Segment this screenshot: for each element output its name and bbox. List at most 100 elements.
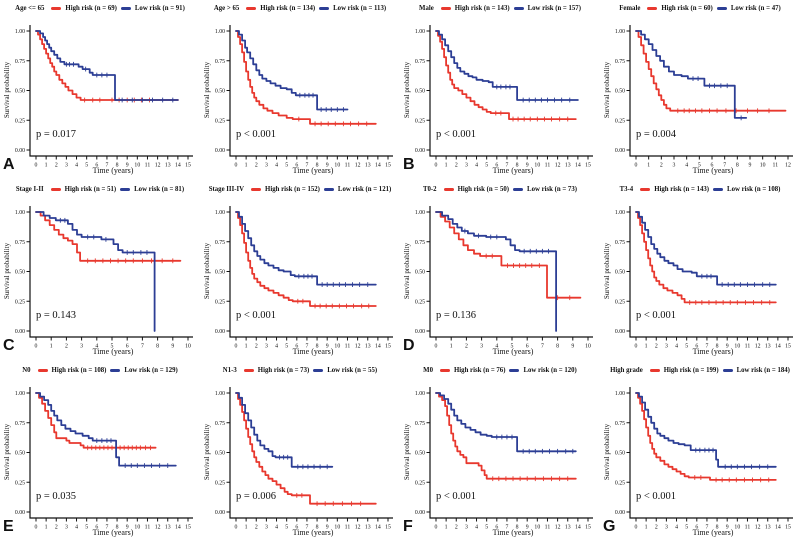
high-risk-dash-icon	[50, 188, 61, 191]
km-panel-male: Male High risk (n = 143) Low risk (n = 1…	[400, 0, 600, 181]
high-risk-dash-icon	[37, 369, 48, 372]
svg-text:12: 12	[555, 525, 561, 531]
panel-title: N0	[22, 367, 31, 374]
km-panel-female: Female High risk (n = 60) Low risk (n = …	[600, 0, 800, 181]
svg-text:5: 5	[698, 163, 701, 169]
svg-text:5: 5	[85, 163, 88, 169]
svg-text:12: 12	[355, 163, 361, 169]
svg-text:0: 0	[235, 163, 238, 169]
svg-text:4: 4	[475, 163, 478, 169]
low-risk-dash-icon	[313, 369, 324, 372]
svg-text:0.75: 0.75	[415, 240, 425, 246]
svg-text:2: 2	[55, 163, 58, 169]
svg-text:0.50: 0.50	[615, 451, 625, 457]
km-plot: 1.000.750.500.250.000 1 2 3 4 5 6 7 8 9 10 11 12 13 14…	[215, 25, 393, 169]
svg-text:15: 15	[785, 344, 791, 350]
x-axis-label: Time (years)	[692, 166, 734, 175]
svg-text:0.00: 0.00	[15, 148, 25, 154]
svg-text:0: 0	[35, 163, 38, 169]
svg-text:2: 2	[655, 344, 658, 350]
panel-letter: E	[3, 518, 14, 535]
svg-text:0.75: 0.75	[615, 421, 625, 427]
km-panel-stage-3-4: Stage III-IV High risk (n = 152) Low ris…	[200, 181, 400, 362]
svg-text:12: 12	[555, 163, 561, 169]
panel-title: Stage I-II	[15, 186, 44, 193]
svg-text:13: 13	[765, 525, 771, 531]
svg-text:15: 15	[185, 525, 191, 531]
svg-text:15: 15	[585, 163, 591, 169]
svg-text:12: 12	[155, 163, 161, 169]
high-risk-dash-icon	[443, 188, 454, 191]
low-risk-legend-label: Low risk (n = 108)	[727, 186, 781, 193]
svg-text:10: 10	[134, 525, 140, 531]
svg-text:9: 9	[726, 344, 729, 350]
low-risk-legend-label: Low risk (n = 184)	[736, 367, 790, 374]
panel-letter: G	[603, 518, 616, 535]
svg-text:11: 11	[545, 525, 551, 531]
svg-text:13: 13	[565, 163, 571, 169]
svg-text:14: 14	[175, 163, 181, 169]
svg-text:8: 8	[316, 344, 319, 350]
low-risk-legend-label: Low risk (n = 55)	[327, 367, 378, 374]
p-value-label: p < 0.001	[236, 129, 277, 140]
svg-text:0: 0	[635, 525, 638, 531]
svg-text:1: 1	[445, 525, 448, 531]
svg-text:6: 6	[526, 344, 529, 350]
svg-text:4: 4	[275, 525, 278, 531]
svg-text:7: 7	[705, 525, 708, 531]
svg-text:0.75: 0.75	[215, 421, 225, 427]
km-panel-m0: M0 High risk (n = 76) Low risk (n = 120)…	[400, 362, 600, 543]
high-risk-legend-label: High risk (n = 134)	[260, 5, 316, 12]
km-plot: 1.000.750.500.250.000 1 2 3 4 5 6 7 8 9 10 11 12 13 14…	[415, 25, 593, 169]
high-risk-legend-label: High risk (n = 51)	[64, 186, 117, 193]
low-risk-legend-label: Low risk (n = 73)	[527, 186, 577, 193]
svg-text:0.50: 0.50	[415, 270, 425, 276]
low-risk-legend-label: Low risk (n = 47)	[730, 5, 781, 12]
panel-legend: Female High risk (n = 60) Low risk (n = …	[600, 5, 800, 12]
svg-text:0.25: 0.25	[415, 118, 425, 124]
svg-text:12: 12	[755, 525, 761, 531]
svg-text:15: 15	[385, 163, 391, 169]
svg-text:10: 10	[334, 163, 340, 169]
svg-text:14: 14	[575, 163, 581, 169]
svg-text:1: 1	[245, 163, 248, 169]
svg-text:1.00: 1.00	[615, 29, 625, 35]
low-risk-legend-label: Low risk (n = 91)	[134, 5, 185, 12]
svg-text:2: 2	[660, 163, 663, 169]
high-risk-legend-label: High risk (n = 73)	[257, 367, 310, 374]
svg-text:1.00: 1.00	[215, 391, 225, 397]
km-plot: 1.000.750.500.250.000 1 2 3 4 5 6 7 8 9 10 11 12 13 14…	[615, 387, 793, 531]
p-value-label: p < 0.001	[236, 310, 277, 321]
svg-text:0.75: 0.75	[15, 59, 25, 65]
svg-text:13: 13	[165, 163, 171, 169]
low-risk-legend-label: Low risk (n = 157)	[527, 5, 581, 12]
p-value-label: p < 0.001	[636, 491, 677, 502]
km-plot: 1.000.750.500.250.000 1 2 3 4 5 6 7 8 9 10 11 12	[615, 25, 793, 169]
svg-text:0.50: 0.50	[215, 451, 225, 457]
low-risk-dash-icon	[513, 188, 524, 191]
svg-text:9: 9	[726, 525, 729, 531]
svg-text:0.50: 0.50	[15, 89, 25, 95]
svg-text:0.50: 0.50	[615, 270, 625, 276]
svg-text:4: 4	[675, 344, 678, 350]
svg-text:1.00: 1.00	[615, 391, 625, 397]
km-plot: 1.000.750.500.250.000 1 2 3 4 5 6 7 8 9 10 11 12 13 14…	[15, 387, 193, 531]
svg-text:0: 0	[635, 163, 638, 169]
svg-text:0.25: 0.25	[215, 118, 225, 124]
svg-text:12: 12	[355, 344, 361, 350]
svg-text:9: 9	[326, 344, 329, 350]
p-value-label: p = 0.017	[36, 129, 77, 140]
low-risk-legend-label: Low risk (n = 81)	[134, 186, 185, 193]
svg-text:12: 12	[755, 344, 761, 350]
panel-title: Stage III-IV	[208, 186, 245, 193]
svg-text:11: 11	[145, 163, 151, 169]
svg-text:10: 10	[134, 163, 140, 169]
svg-text:5: 5	[85, 525, 88, 531]
high-risk-dash-icon	[440, 369, 450, 372]
svg-text:0.50: 0.50	[415, 451, 425, 457]
high-risk-legend-label: High risk (n = 143)	[454, 5, 510, 12]
svg-text:4: 4	[475, 525, 478, 531]
svg-text:4: 4	[75, 525, 78, 531]
svg-text:0.25: 0.25	[415, 480, 425, 486]
